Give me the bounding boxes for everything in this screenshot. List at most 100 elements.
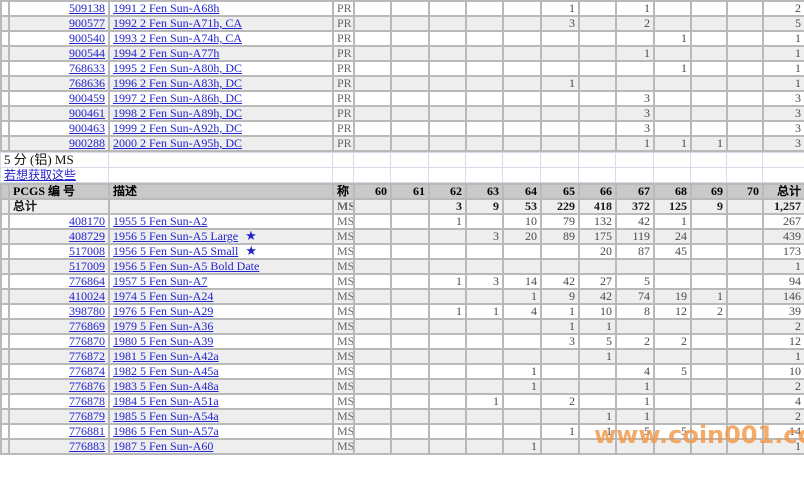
pcgs-link[interactable]: 776869 — [69, 319, 105, 333]
description-link[interactable]: 1980 5 Fen Sun-A39 — [113, 334, 214, 348]
description-link[interactable]: 1976 5 Fen Sun-A29 — [113, 304, 214, 318]
pcgs-link[interactable]: 408729 — [69, 229, 105, 243]
description-link[interactable]: 1982 5 Fen Sun-A45a — [113, 364, 219, 378]
grade-70-value-cell — [726, 318, 764, 335]
description-link[interactable]: 1999 2 Fen Sun-A92h, DC — [113, 121, 243, 135]
grade-63-value-cell — [465, 363, 504, 380]
description-link[interactable]: 1998 2 Fen Sun-A89h, DC — [113, 106, 243, 120]
grade-65-value-cell — [540, 30, 580, 47]
grade-67-value-cell: 5 — [615, 423, 655, 440]
description-link[interactable]: 1995 2 Fen Sun-A80h, DC — [113, 61, 243, 75]
description-link[interactable]: 1956 5 Fen Sun-A5 Bold Date — [113, 259, 260, 273]
pcgs-link[interactable]: 776883 — [69, 439, 105, 453]
pcgs-link[interactable]: 509138 — [69, 1, 105, 15]
pcgs-link[interactable]: 408170 — [69, 214, 105, 228]
grade-60-value-cell — [353, 120, 392, 137]
grade-70-value-cell — [726, 120, 764, 137]
description-link[interactable]: 1983 5 Fen Sun-A48a — [113, 379, 219, 393]
description-link[interactable]: 1994 2 Fen Sun-A77h — [113, 46, 220, 60]
grade-68-value-cell: 5 — [653, 423, 692, 440]
description-link[interactable]: 1981 5 Fen Sun-A42a — [113, 349, 219, 363]
grade-60-value-cell — [353, 438, 392, 455]
acquire-these-link[interactable]: 若想获取这些 — [4, 168, 77, 182]
grade-69-value-cell — [690, 90, 728, 107]
description-cell: 1956 5 Fen Sun-A5 Large ★ — [108, 228, 334, 245]
grade-61-value-cell — [390, 408, 430, 425]
grade-66-value-cell — [578, 120, 617, 137]
description-link[interactable]: 1991 2 Fen Sun-A68h — [113, 1, 220, 15]
pcgs-link[interactable]: 768636 — [69, 76, 105, 90]
description-link[interactable]: 1955 5 Fen Sun-A2 — [113, 214, 208, 228]
pcgs-number-cell: 776870 — [8, 333, 110, 350]
grade-63-value-cell — [465, 423, 504, 440]
description-link[interactable]: 1974 5 Fen Sun-A24 — [113, 289, 214, 303]
pcgs-link[interactable]: 776879 — [69, 409, 105, 423]
pcgs-link[interactable]: 517008 — [69, 244, 105, 258]
description-link[interactable]: 1986 5 Fen Sun-A57a — [113, 424, 219, 438]
description-link[interactable]: 1956 5 Fen Sun-A5 Large — [113, 229, 239, 243]
grade-62-value-cell — [428, 348, 467, 365]
pcgs-link[interactable]: 900463 — [69, 121, 105, 135]
grade-63-value-cell — [465, 258, 504, 275]
description-link[interactable]: 2000 2 Fen Sun-A95h, DC — [113, 136, 243, 150]
description-link[interactable]: 1957 5 Fen Sun-A7 — [113, 274, 208, 288]
description-link[interactable]: 1987 5 Fen Sun-A60 — [113, 439, 214, 453]
grade-70-value-cell — [726, 378, 764, 395]
pcgs-link[interactable]: 776878 — [69, 394, 105, 408]
grade-65-value-cell: 3 — [540, 15, 580, 32]
description-link[interactable]: 1979 5 Fen Sun-A36 — [113, 319, 214, 333]
star-icon: ★ — [245, 229, 257, 243]
grade-60-value-cell — [353, 105, 392, 122]
grade-67-value-cell: 119 — [615, 228, 655, 245]
grade-66-value-cell: 1 — [578, 408, 617, 425]
grade-70-value-cell — [726, 15, 764, 32]
pcgs-link[interactable]: 776870 — [69, 334, 105, 348]
grade-66-value-cell — [578, 258, 617, 275]
table-row: 768633 1995 2 Fen Sun-A80h, DC PR 1 1 — [0, 60, 804, 77]
pcgs-link[interactable]: 900544 — [69, 46, 105, 60]
sliver-cell — [0, 45, 10, 62]
pcgs-link[interactable]: 776881 — [69, 424, 105, 438]
grade-61-value-cell — [390, 348, 430, 365]
description-link[interactable]: 1993 2 Fen Sun-A74h, CA — [113, 31, 243, 45]
grade-64-value-cell: 20 — [502, 228, 542, 245]
description-link[interactable]: 1997 2 Fen Sun-A86h, DC — [113, 91, 243, 105]
pcgs-link[interactable]: 768633 — [69, 61, 105, 75]
grade-64-value-cell — [502, 15, 542, 32]
pcgs-link[interactable]: 776872 — [69, 349, 105, 363]
grade-62-header: 62 — [428, 183, 467, 200]
table-row: 776878 1984 5 Fen Sun-A51a MS 1 2 1 4 — [0, 393, 804, 410]
description-link[interactable]: 1956 5 Fen Sun-A5 Small — [113, 244, 239, 258]
grade-70-value-cell — [726, 243, 764, 260]
pcgs-link[interactable]: 900288 — [69, 136, 105, 150]
row-total-cell: 39 — [762, 303, 804, 320]
description-link[interactable]: 1996 2 Fen Sun-A83h, DC — [113, 76, 243, 90]
grade-66-value-cell: 1 — [578, 318, 617, 335]
pcgs-link[interactable]: 776876 — [69, 379, 105, 393]
pcgs-link[interactable]: 517009 — [69, 259, 105, 273]
sliver-cell — [0, 198, 10, 215]
description-link[interactable]: 1985 5 Fen Sun-A54a — [113, 409, 219, 423]
grade-61-value-cell — [390, 60, 430, 77]
grade-65-value-cell: 9 — [540, 288, 580, 305]
grade-69-value-cell — [690, 333, 728, 350]
row-total-cell: 2 — [762, 378, 804, 395]
pcgs-link[interactable]: 900459 — [69, 91, 105, 105]
pcgs-link[interactable]: 776864 — [69, 274, 105, 288]
pcgs-link[interactable]: 776874 — [69, 364, 105, 378]
description-link[interactable]: 1992 2 Fen Sun-A71h, CA — [113, 16, 243, 30]
grade-70-value-cell — [726, 273, 764, 290]
pcgs-number-cell: 776883 — [8, 438, 110, 455]
pcgs-link[interactable]: 900540 — [69, 31, 105, 45]
description-cell: 1986 5 Fen Sun-A57a — [108, 423, 334, 440]
grade-62-value-cell — [428, 75, 467, 92]
pcgs-link[interactable]: 410024 — [69, 289, 105, 303]
pcgs-number-cell: 776864 — [8, 273, 110, 290]
pcgs-link[interactable]: 900461 — [69, 106, 105, 120]
sliver-cell — [0, 75, 10, 92]
grade-64-value-cell: 4 — [502, 303, 542, 320]
pcgs-link[interactable]: 900577 — [69, 16, 105, 30]
description-link[interactable]: 1984 5 Fen Sun-A51a — [113, 394, 219, 408]
grade-type-cell: PR — [332, 0, 355, 17]
pcgs-link[interactable]: 398780 — [69, 304, 105, 318]
